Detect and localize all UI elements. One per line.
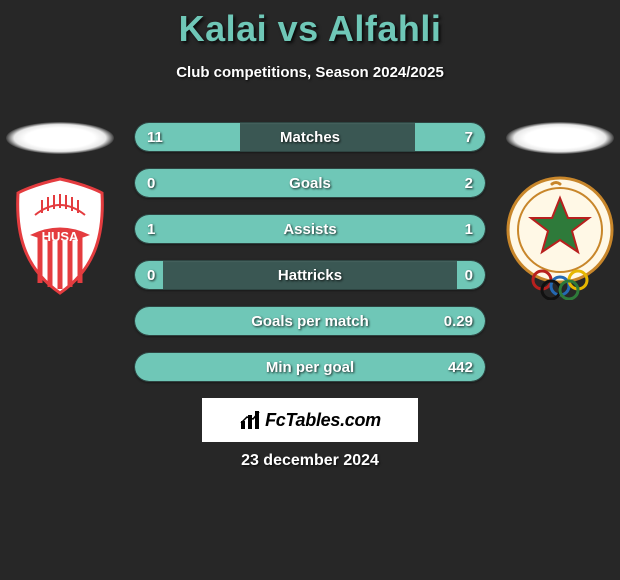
stat-row: Matches117 <box>134 122 486 152</box>
stat-value-right: 7 <box>465 123 473 151</box>
stat-value-right: 0 <box>465 261 473 289</box>
stat-value-right: 0.29 <box>444 307 473 335</box>
stat-bar-left <box>135 215 310 243</box>
husa-badge-icon: HUSA <box>10 175 110 295</box>
stat-value-right: 442 <box>448 353 473 381</box>
stat-bar-left <box>135 353 163 381</box>
stat-row: Goals per match0.29 <box>134 306 486 336</box>
stat-value-right: 1 <box>465 215 473 243</box>
stats-list: Matches117Goals02Assists11Hattricks00Goa… <box>134 122 486 398</box>
stat-bar-right <box>415 123 485 151</box>
stat-value-left: 1 <box>147 215 155 243</box>
watermark-text: FcTables.com <box>265 410 381 431</box>
team-logo-left: HUSA <box>6 170 114 300</box>
page-date: 23 december 2024 <box>0 452 620 470</box>
stat-value-left: 11 <box>147 123 163 151</box>
far-badge-icon <box>506 170 614 300</box>
stat-bar-right <box>310 215 485 243</box>
stat-label: Hattricks <box>135 261 485 289</box>
page-title: Kalai vs Alfahli <box>0 0 620 50</box>
watermark-badge: FcTables.com <box>202 398 418 442</box>
stat-bar-right <box>163 307 485 335</box>
stat-bar-left <box>135 307 163 335</box>
stat-bar-right <box>163 169 485 197</box>
stat-value-right: 2 <box>465 169 473 197</box>
stat-row: Min per goal442 <box>134 352 486 382</box>
stat-value-left: 0 <box>147 169 155 197</box>
stat-value-left: 0 <box>147 261 155 289</box>
stat-row: Assists11 <box>134 214 486 244</box>
stat-row: Hattricks0 0 <box>134 260 486 290</box>
team-logo-right <box>506 170 614 300</box>
svg-text:HUSA: HUSA <box>42 229 79 244</box>
stat-row: Goals02 <box>134 168 486 198</box>
page-subtitle: Club competitions, Season 2024/2025 <box>0 64 620 81</box>
flag-ellipse-right <box>506 122 614 154</box>
chart-icon <box>239 409 263 431</box>
flag-ellipse-left <box>6 122 114 154</box>
stat-bar-right <box>163 353 485 381</box>
